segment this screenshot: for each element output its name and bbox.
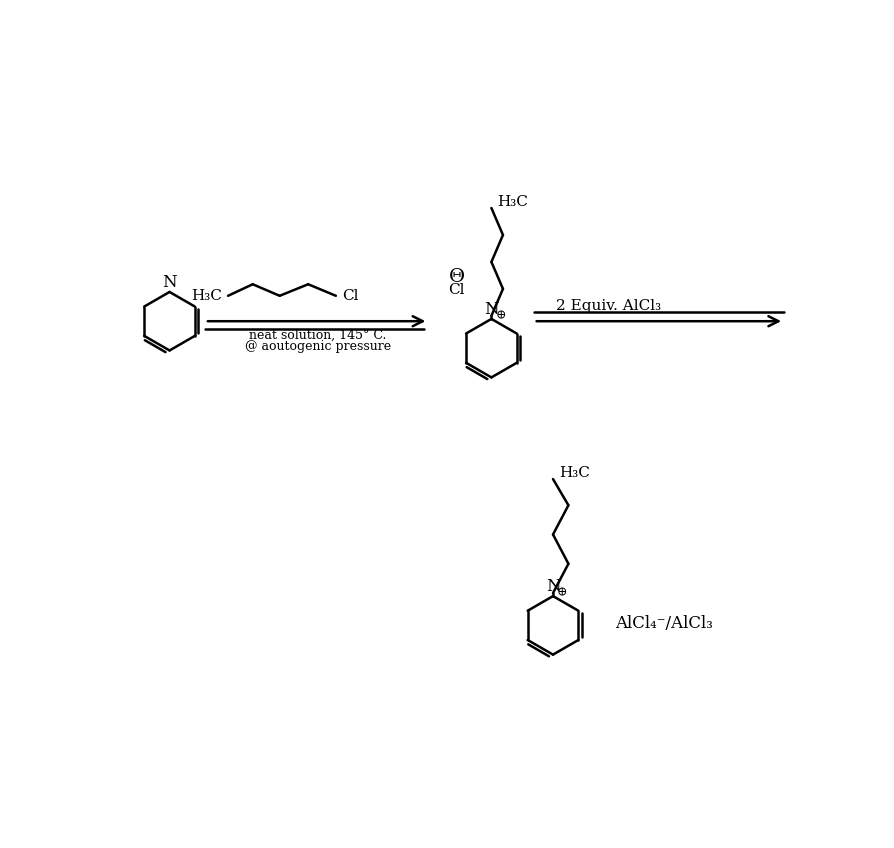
Text: Θ: Θ bbox=[448, 268, 464, 287]
Text: @ aoutogenic pressure: @ aoutogenic pressure bbox=[245, 340, 391, 353]
Text: Cl: Cl bbox=[448, 283, 465, 298]
Text: ⊕: ⊕ bbox=[495, 310, 505, 322]
Text: H₃C: H₃C bbox=[497, 195, 527, 209]
Text: N: N bbox=[545, 578, 560, 595]
Text: H₃C: H₃C bbox=[190, 289, 222, 303]
Text: ⊕: ⊕ bbox=[556, 587, 567, 600]
Text: AlCl₄⁻/AlCl₃: AlCl₄⁻/AlCl₃ bbox=[614, 616, 712, 633]
Text: H₃C: H₃C bbox=[559, 466, 589, 480]
Text: N: N bbox=[484, 301, 498, 318]
Text: N: N bbox=[162, 274, 177, 291]
Text: Cl: Cl bbox=[342, 289, 358, 303]
Text: neat solution, 145° C.: neat solution, 145° C. bbox=[249, 328, 386, 342]
Text: 2 Equiv. AlCl₃: 2 Equiv. AlCl₃ bbox=[555, 298, 661, 313]
